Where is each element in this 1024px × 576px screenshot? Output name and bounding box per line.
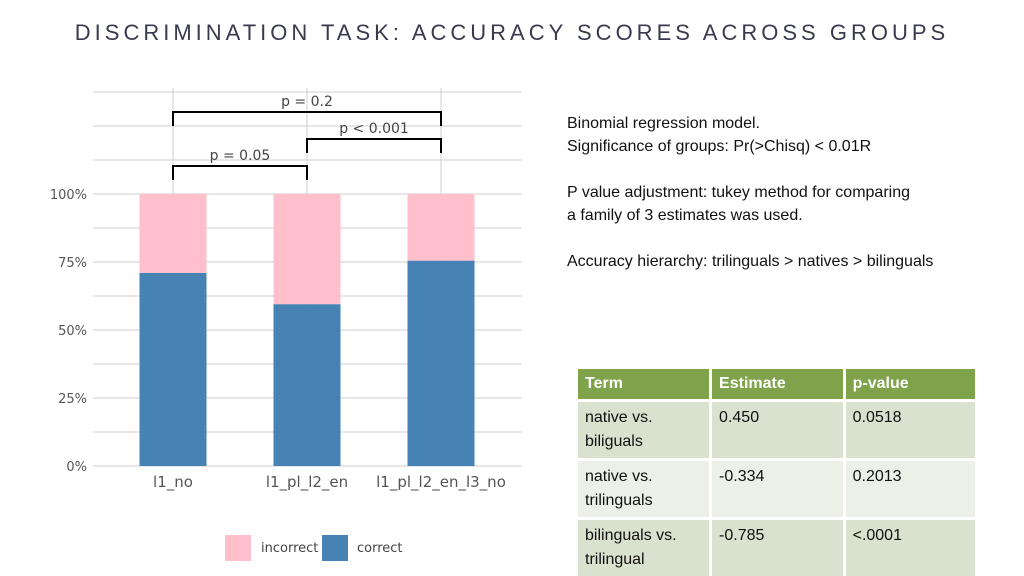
note-line-3: P value adjustment: tukey method for com… [567,184,910,201]
x-tick-label: l1_pl_l2_en_l3_no [376,473,506,492]
y-tick-label: 25% [58,392,87,407]
significance-label: p = 0.2 [281,94,333,110]
table-row: native vs. trilinguals -0.334 0.2013 [578,458,979,519]
significance-bracket [172,165,308,180]
table-row: native vs. biliguals 0.450 0.0518 [578,399,979,460]
x-tick-label: l1_pl_l2_en [266,473,348,492]
bar-correct [139,272,207,466]
y-tick-label: 100% [50,188,87,203]
cell-p-value: 0.2013 [844,458,979,519]
legend-swatch-correct [322,535,348,561]
bar-incorrect [273,194,341,305]
x-tick-label: l1_no [153,473,193,492]
y-tick-label: 0% [66,460,87,475]
bar-incorrect [139,194,207,273]
legend-swatch-incorrect [225,535,251,561]
bar-correct [407,260,475,466]
header-term: Term [578,369,713,401]
legend-label-incorrect: incorrect [261,541,319,556]
table-row: bilinguals vs. trilingual -0.785 <.0001 [578,517,979,576]
stats-header-row: Term Estimate p-value [578,369,979,401]
y-tick-label: 50% [58,324,87,339]
note-line-1: Binomial regression model. [567,115,760,132]
stacked-bar-chart: 0% 25% 50% 75% 100% l1_no l1_pl_l2_en l1_pl_l2_… [50,88,522,492]
header-estimate: Estimate [710,369,846,401]
header-p-value: p-value [844,369,979,401]
cell-term: native vs. biliguals [578,399,713,460]
chart-title: DISCRIMINATION TASK: ACCURACY SCORES ACR… [74,20,950,45]
model-notes: Binomial regression model. Significance … [567,112,1007,273]
significance-label: p < 0.001 [339,121,409,137]
significance-label: p = 0.05 [210,148,271,164]
stats-table: Term Estimate p-value native vs. biligua… [578,369,979,576]
cell-estimate: -0.334 [710,458,846,519]
cell-estimate: -0.785 [710,517,846,576]
note-line-5: Accuracy hierarchy: trilinguals > native… [567,253,934,270]
bar-incorrect [407,194,475,261]
cell-term: bilinguals vs. trilingual [578,517,713,576]
note-line-2: Significance of groups: Pr(>Chisq) < 0.0… [567,138,872,155]
y-tick-label: 75% [58,256,87,271]
significance-bracket [306,138,442,153]
bar-correct [273,304,341,466]
cell-p-value: <.0001 [844,517,979,576]
legend-label-correct: correct [357,541,403,556]
significance-bracket [172,111,442,126]
note-line-4: a family of 3 estimates was used. [567,207,803,224]
cell-estimate: 0.450 [710,399,846,460]
cell-term: native vs. trilinguals [578,458,713,519]
cell-p-value: 0.0518 [844,399,979,460]
